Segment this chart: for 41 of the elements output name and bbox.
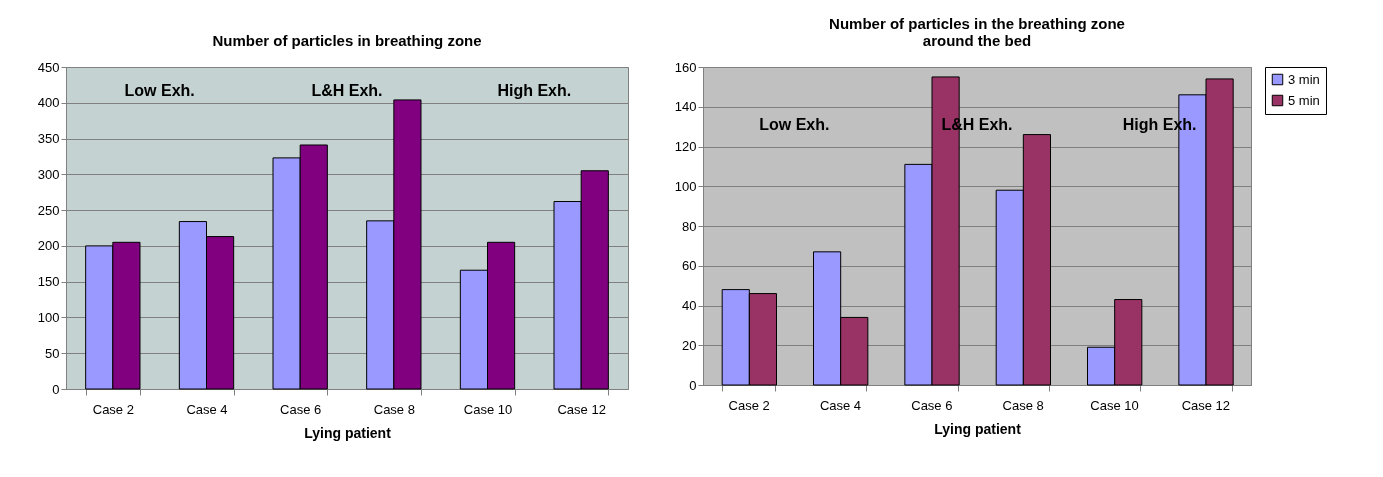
y-tick-label: 100 (674, 178, 697, 194)
y-tick-label: 450 (37, 59, 60, 75)
y-tick-label: 160 (674, 59, 697, 75)
y-tick-label: 300 (37, 166, 60, 182)
x-tick-label: Case 12 (557, 401, 606, 417)
y-tick-label: 40 (682, 298, 697, 313)
x-tick-label: Case 2 (92, 401, 134, 417)
annotation: Low Exh. (759, 116, 830, 133)
x-tick-label: Case 4 (186, 401, 228, 417)
y-tick-label: 250 (37, 202, 60, 218)
y-tick-label: 100 (37, 309, 60, 325)
chart-title: Number of particles in breathing zone (212, 32, 482, 49)
y-tick-label: 140 (674, 99, 697, 115)
x-tick-label: Case 6 (280, 401, 322, 417)
legend-label: 3 min (1288, 71, 1320, 87)
y-tick-label: 60 (682, 258, 697, 274)
y-tick-label: 350 (37, 131, 60, 147)
y-tick-label: 50 (45, 345, 60, 361)
x-axis-title: Lying patient (934, 420, 1022, 437)
annotation: Low Exh. (124, 82, 195, 99)
y-tick-label: 0 (689, 377, 697, 393)
x-tick-label: Case 8 (373, 401, 415, 417)
x-tick-label: Case 10 (1090, 397, 1139, 413)
y-tick-label: 150 (37, 274, 60, 290)
y-tick-label: 0 (52, 381, 60, 397)
legend-label: 5 min (1288, 92, 1320, 108)
x-tick-label: Case 6 (911, 397, 953, 413)
annotation: L&H Exh. (311, 82, 383, 99)
x-tick-label: Case 4 (819, 397, 862, 413)
x-axis-title: Lying patient (304, 424, 392, 441)
x-tick-label: Case 10 (463, 401, 513, 417)
y-tick-label: 200 (37, 238, 60, 254)
x-tick-label: Case 12 (1181, 397, 1231, 413)
y-tick-label: 20 (682, 337, 697, 353)
y-tick-label: 120 (674, 139, 697, 154)
annotation: High Exh. (497, 82, 572, 99)
chart-title: Number of particles in the breathing zone around the bed (829, 15, 1125, 49)
y-tick-label: 80 (682, 218, 697, 234)
y-tick-label: 400 (37, 95, 60, 111)
x-tick-label: Case 8 (1002, 397, 1044, 413)
x-tick-label: Case 2 (728, 397, 770, 413)
